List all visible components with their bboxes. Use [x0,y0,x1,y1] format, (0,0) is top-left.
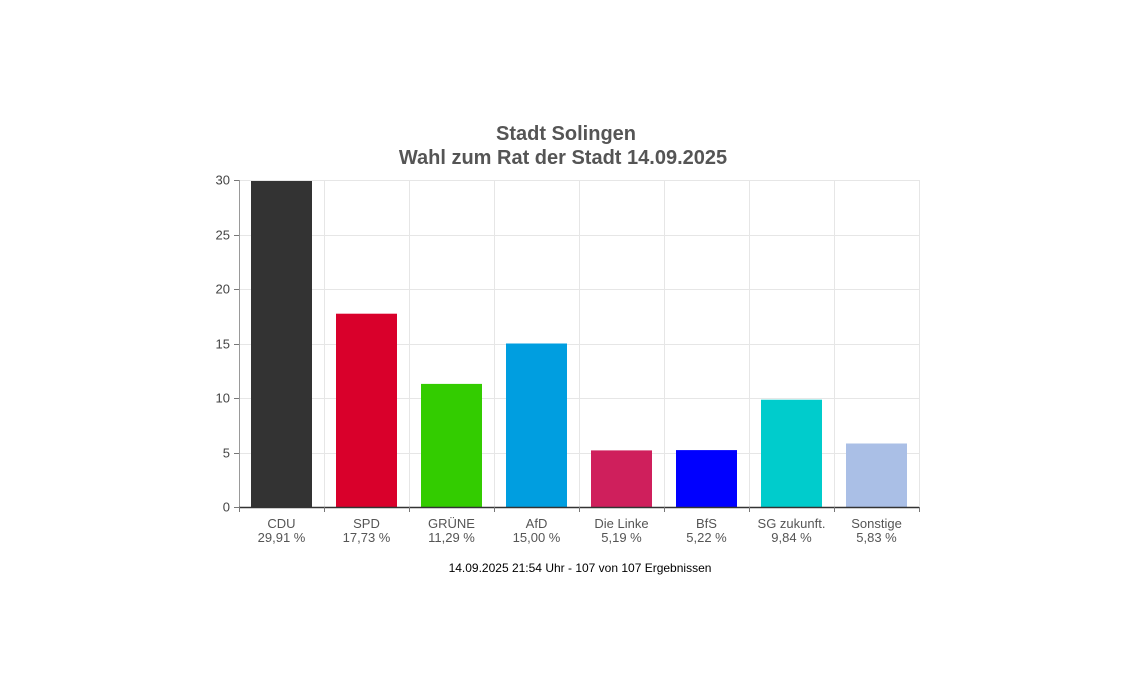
y-tick-label: 25 [216,228,230,243]
bar-spd [336,313,397,507]
x-value-label: 5,19 % [601,530,642,545]
x-category-label: Sonstige [851,516,902,531]
x-category-label: GRÜNE [428,516,475,531]
y-tick-label: 0 [223,500,230,515]
bar-cdu [251,181,312,507]
bar-afd [506,343,567,507]
bar-sonstige [846,443,907,507]
y-tick-label: 5 [223,446,230,461]
x-value-label: 17,73 % [343,530,391,545]
x-value-label: 11,29 % [428,530,475,545]
bar-sg-zukunft- [761,399,822,507]
bars [251,181,907,507]
bar-bfs [676,450,737,507]
x-category-label: AfD [526,516,548,531]
bar-die-linke [591,450,652,507]
chart-subtitle: Wahl zum Rat der Stadt 14.09.2025 [399,147,727,169]
results-footer: 14.09.2025 21:54 Uhr - 107 von 107 Ergeb… [449,561,712,575]
chart-title: Stadt Solingen [496,123,636,145]
axes [234,180,920,512]
y-tick-label: 20 [216,282,230,297]
x-category-label: Die Linke [594,516,648,531]
y-tick-label: 10 [216,391,230,406]
x-category-label: SPD [353,516,380,531]
bar-gr-ne [421,383,482,507]
x-value-label: 9,84 % [771,530,812,545]
x-category-label: SG zukunft. [758,516,826,531]
x-category-label: CDU [267,516,295,531]
y-tick-label: 15 [216,337,230,352]
x-value-label: 29,91 % [258,530,306,545]
x-value-label: 15,00 % [513,530,561,545]
y-tick-label: 30 [216,173,230,188]
x-category-label: BfS [696,516,717,531]
x-value-label: 5,22 % [686,530,727,545]
x-value-label: 5,83 % [856,530,897,545]
